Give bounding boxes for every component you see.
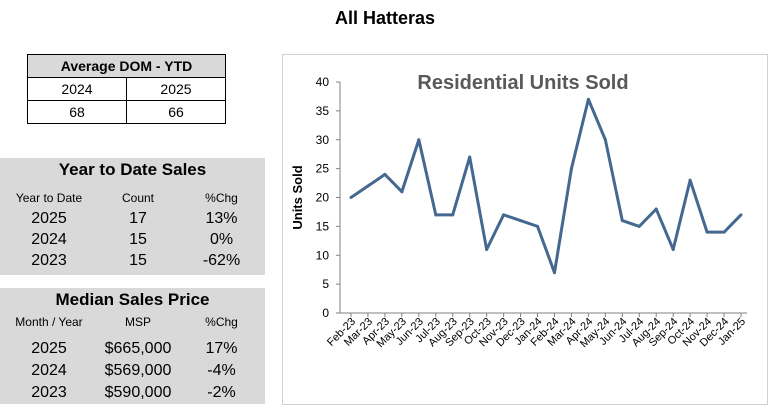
y-tick-label: 35 [316, 104, 330, 118]
data-point [451, 213, 455, 217]
chart-title: Residential Units Sold [417, 72, 628, 94]
data-point [502, 213, 506, 217]
y-axis-label: Units Sold [290, 165, 305, 229]
ytd-sales-panel: Year to Date Sales Year to Date Count %C… [0, 158, 265, 275]
data-point [620, 219, 624, 223]
data-point [671, 247, 675, 251]
ytd-row: 2023 15 -62% [0, 250, 265, 271]
msp-header-chg: %Chg [205, 315, 238, 329]
msp-value: $590,000 [104, 384, 172, 401]
y-tick-label: 5 [322, 277, 329, 291]
dom-year-2024: 2024 [27, 77, 127, 101]
units-sold-line [350, 97, 743, 275]
data-point [603, 138, 607, 142]
y-tick-label: 40 [316, 75, 330, 89]
msp-year: 2025 [31, 340, 67, 357]
data-point [586, 97, 590, 101]
ytd-header-row: Year to Date Count %Chg [0, 188, 265, 208]
ytd-year: 2023 [31, 252, 67, 269]
y-tick-label: 10 [316, 248, 330, 262]
msp-value: $569,000 [104, 362, 172, 379]
data-point [688, 178, 692, 182]
msp-value: $665,000 [104, 340, 172, 357]
data-point [519, 219, 523, 223]
ytd-row: 2024 15 0% [0, 229, 265, 250]
dom-title: Average DOM - YTD [27, 54, 226, 78]
msp-header-row: Month / Year MSP %Chg [0, 312, 265, 332]
ytd-count: 15 [129, 252, 147, 269]
dom-year-2025: 2025 [125, 77, 227, 101]
msp-header-year: Month / Year [15, 315, 83, 329]
y-tick-label: 0 [322, 306, 329, 320]
data-point [722, 230, 726, 234]
data-point [637, 224, 641, 228]
data-point [400, 190, 404, 194]
data-point [366, 184, 370, 188]
data-point [383, 172, 387, 176]
msp-row: 2025 $665,000 17% [0, 338, 265, 360]
data-point [705, 230, 709, 234]
y-tick-label: 20 [316, 191, 330, 205]
y-tick-label: 30 [316, 133, 330, 147]
ytd-header-year: Year to Date [15, 191, 83, 205]
data-point [417, 138, 421, 142]
ytd-count: 17 [129, 210, 147, 227]
msp-chg: 17% [205, 340, 238, 357]
data-point [739, 213, 743, 217]
data-point [468, 155, 472, 159]
y-tick-label: 15 [316, 219, 330, 233]
units-sold-chart: 0 5 10 15 20 25 30 35 40 Units Sold Feb-23 Mar-23 Ap… [282, 54, 768, 405]
msp-title: Median Sales Price [55, 290, 210, 309]
ytd-sales-title: Year to Date Sales [58, 160, 207, 179]
msp-row: 2023 $590,000 -2% [0, 382, 265, 404]
msp-chg: -4% [207, 362, 236, 379]
dom-value-2025: 66 [125, 100, 227, 124]
ytd-year: 2025 [31, 210, 67, 227]
ytd-chg: 13% [205, 210, 238, 227]
median-sales-price-panel: Median Sales Price Month / Year MSP %Chg… [0, 288, 265, 404]
data-point [434, 213, 438, 217]
ytd-row: 2025 17 13% [0, 208, 265, 229]
ytd-year: 2024 [31, 231, 67, 248]
ytd-chg: -62% [202, 252, 241, 269]
average-dom-table: Average DOM - YTD 2024 2025 68 66 [27, 54, 227, 124]
data-point [654, 207, 658, 211]
data-point [536, 224, 540, 228]
data-point [349, 196, 353, 199]
ytd-header-chg: %Chg [205, 191, 238, 205]
y-tick-label: 25 [316, 162, 330, 176]
page-title: All Hatteras [334, 8, 436, 28]
msp-year: 2023 [31, 384, 67, 401]
data-point [569, 167, 573, 171]
msp-row: 2024 $569,000 -4% [0, 360, 265, 382]
msp-chg: -2% [207, 384, 236, 401]
data-point [485, 247, 489, 251]
data-point [552, 271, 556, 275]
dom-value-2024: 68 [27, 100, 127, 124]
ytd-header-count: Count [121, 191, 155, 205]
msp-header-msp: MSP [124, 315, 151, 329]
msp-year: 2024 [31, 362, 67, 379]
ytd-chg: 0% [209, 231, 234, 248]
ytd-count: 15 [129, 231, 147, 248]
